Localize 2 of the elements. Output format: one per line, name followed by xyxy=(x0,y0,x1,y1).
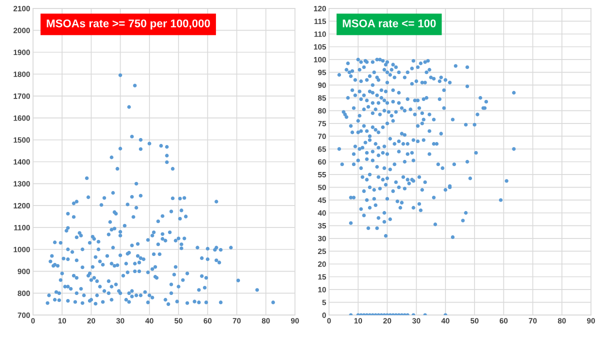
text: MSOAs rate >= 750 per 100,000 xyxy=(46,19,210,30)
text: MSOA rate <= 100 xyxy=(342,19,436,28)
